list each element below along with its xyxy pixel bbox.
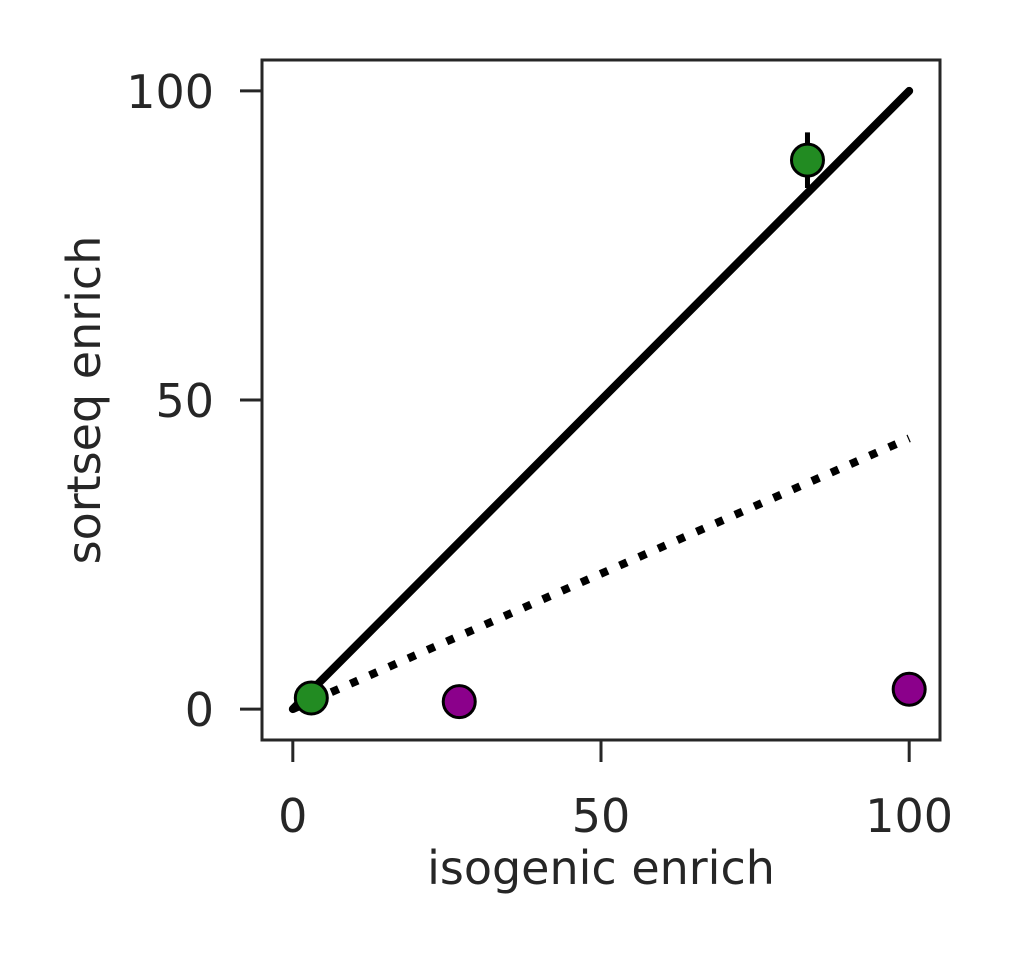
x-tick-label: 50 xyxy=(572,789,631,843)
data-points xyxy=(293,142,927,720)
dotted-fit-line xyxy=(291,434,911,713)
axis-ticks: 0 50 100 0 50 100 xyxy=(126,65,953,843)
x-tick-label: 0 xyxy=(278,789,307,843)
data-point xyxy=(891,671,927,707)
data-point xyxy=(293,680,329,716)
x-axis-label: isogenic enrich xyxy=(427,841,775,895)
identity-line xyxy=(288,86,914,714)
x-tick-label: 100 xyxy=(865,789,953,843)
y-axis-label: sortseq enrich xyxy=(57,236,111,565)
y-tick-label: 100 xyxy=(126,65,214,119)
y-tick-label: 50 xyxy=(155,374,214,428)
y-tick-label: 0 xyxy=(185,683,214,737)
data-point xyxy=(441,684,477,720)
reference-lines xyxy=(288,86,914,714)
data-point xyxy=(789,142,825,178)
